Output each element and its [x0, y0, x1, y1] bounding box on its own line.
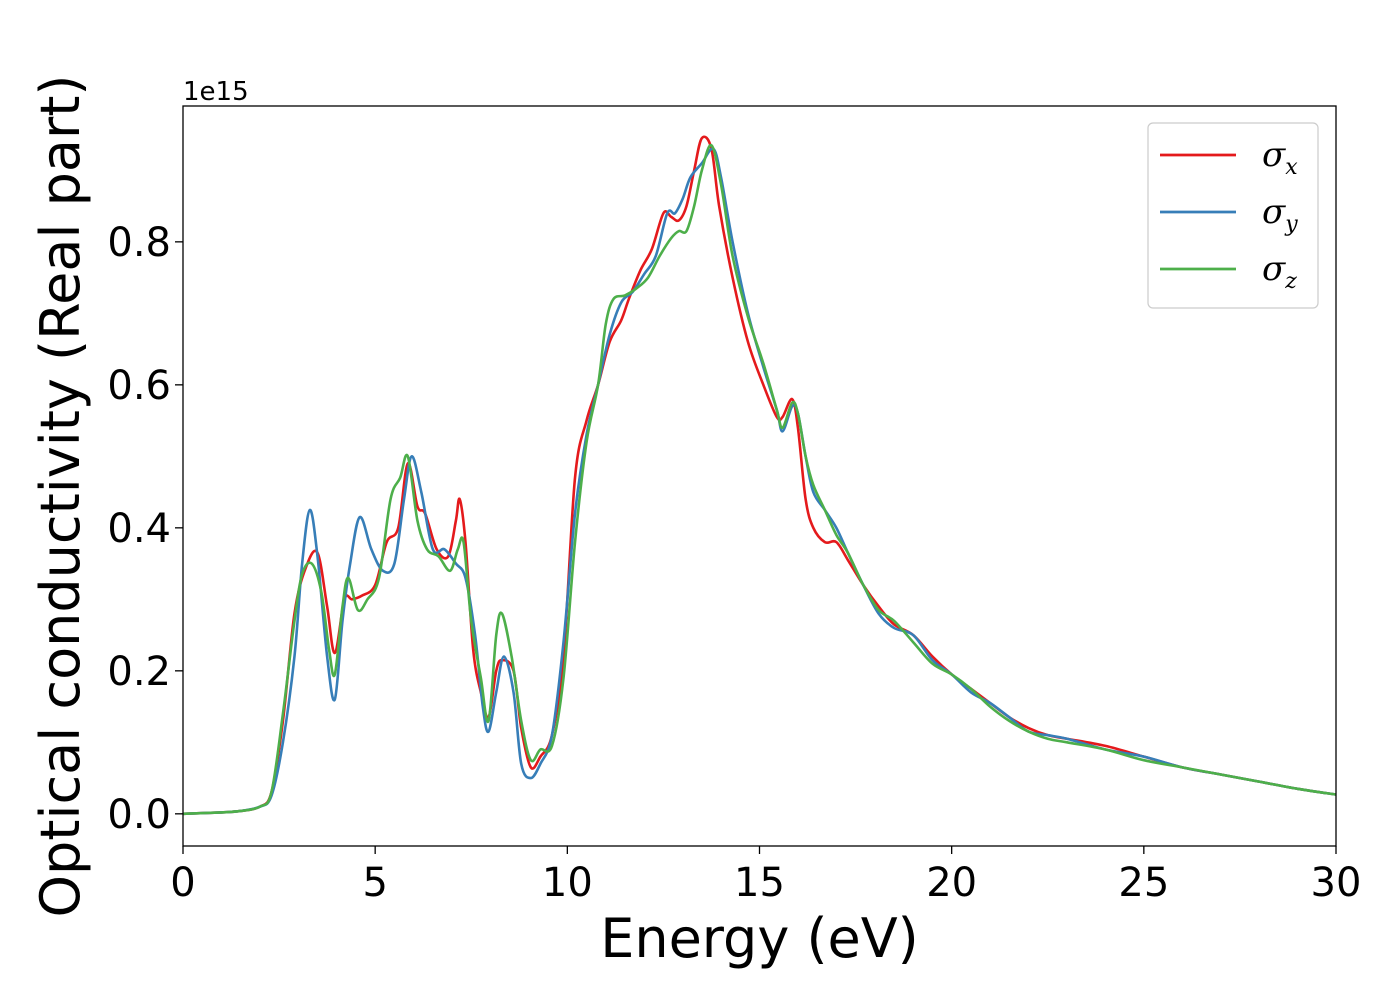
x-axis: 0 5 10 15 20 25 30	[170, 846, 1361, 906]
x-axis-label: Energy (eV)	[600, 907, 919, 970]
legend-label-z: σz	[1262, 249, 1297, 294]
series-layer	[183, 135, 1336, 816]
y-tick-label: 0.2	[107, 649, 171, 695]
y-tick-label: 0.6	[107, 363, 171, 409]
series-line-z	[183, 143, 1336, 816]
y-axis-label: Optical conductivity (Real part)	[29, 75, 92, 918]
legend-label-y: σy	[1262, 192, 1298, 237]
legend-box	[1147, 122, 1319, 309]
y-tick-label: 0.4	[107, 506, 171, 552]
x-tick-label: 20	[926, 860, 977, 906]
x-tick-label: 30	[1311, 860, 1362, 906]
series-line-y	[183, 147, 1336, 816]
x-tick-label: 25	[1118, 860, 1169, 906]
legend: σx σy σz	[1147, 122, 1319, 309]
plot-area	[182, 105, 1337, 847]
y-tick-label: 0.0	[107, 792, 171, 838]
x-tick-label: 15	[734, 860, 785, 906]
x-tick-label: 0	[170, 860, 195, 906]
series-line-x	[183, 135, 1336, 816]
y-tick-label: 0.8	[107, 220, 171, 266]
x-tick-label: 5	[362, 860, 387, 906]
y-axis: 0.0 0.2 0.4 0.6 0.8	[107, 220, 183, 838]
y-offset-label: 1e15	[183, 77, 249, 107]
legend-label-x: σx	[1262, 135, 1298, 180]
x-tick-label: 10	[542, 860, 593, 906]
